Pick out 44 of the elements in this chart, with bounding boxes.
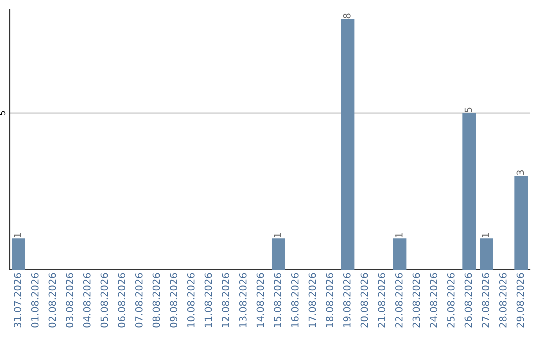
x-tick-label: 31.07.2026 (14, 273, 22, 328)
bar (272, 238, 286, 270)
x-tick-label: 28.08.2026 (499, 273, 507, 328)
data-label: 1 (14, 233, 22, 238)
x-tick-label: 12.08.2026 (222, 273, 230, 328)
x-tick-label: 07.08.2026 (135, 273, 143, 328)
data-label: 1 (274, 233, 282, 238)
x-tick-label: 21.08.2026 (378, 273, 386, 328)
x-tick-label: 01.08.2026 (31, 273, 39, 328)
x-tick-label: 13.08.2026 (239, 273, 247, 328)
bar (393, 238, 407, 270)
x-tick-label: 20.08.2026 (360, 273, 368, 328)
x-tick-label: 04.08.2026 (83, 273, 91, 328)
x-tick-label: 08.08.2026 (152, 273, 160, 328)
bar (514, 176, 528, 270)
x-tick-label: 09.08.2026 (170, 273, 178, 328)
x-tick-label: 23.08.2026 (412, 273, 420, 328)
x-tick-label: 02.08.2026 (48, 273, 56, 328)
bar (462, 113, 476, 270)
x-tick-label: 17.08.2026 (308, 273, 316, 328)
x-tick-label: 19.08.2026 (343, 273, 351, 328)
x-tick-label: 22.08.2026 (395, 273, 403, 328)
bar (341, 19, 355, 270)
x-tick-label: 15.08.2026 (274, 273, 282, 328)
data-label: 3 (516, 170, 524, 176)
data-label: 5 (464, 108, 472, 113)
bar (480, 238, 494, 270)
data-label: 1 (396, 233, 403, 238)
x-tick-label: 26.08.2026 (464, 273, 472, 328)
x-tick-label: 03.08.2026 (66, 273, 74, 328)
x-tick-label: 06.08.2026 (118, 273, 126, 328)
x-tick-label: 16.08.2026 (291, 273, 299, 328)
x-tick-label: 29.08.2026 (516, 273, 524, 328)
x-tick-label: 10.08.2026 (187, 273, 195, 328)
data-label: 1 (482, 233, 490, 238)
bar (12, 238, 26, 270)
x-tick-label: 14.08.2026 (256, 273, 264, 328)
x-tick-label: 18.08.2026 (326, 273, 334, 328)
x-tick-label: 25.08.2026 (447, 273, 455, 328)
x-tick-label: 05.08.2026 (100, 273, 108, 328)
x-tick-label: 24.08.2026 (430, 273, 438, 328)
data-label: 8 (343, 14, 351, 19)
x-tick-label: 11.08.2026 (204, 273, 212, 328)
x-tick-label: 27.08.2026 (482, 273, 490, 328)
